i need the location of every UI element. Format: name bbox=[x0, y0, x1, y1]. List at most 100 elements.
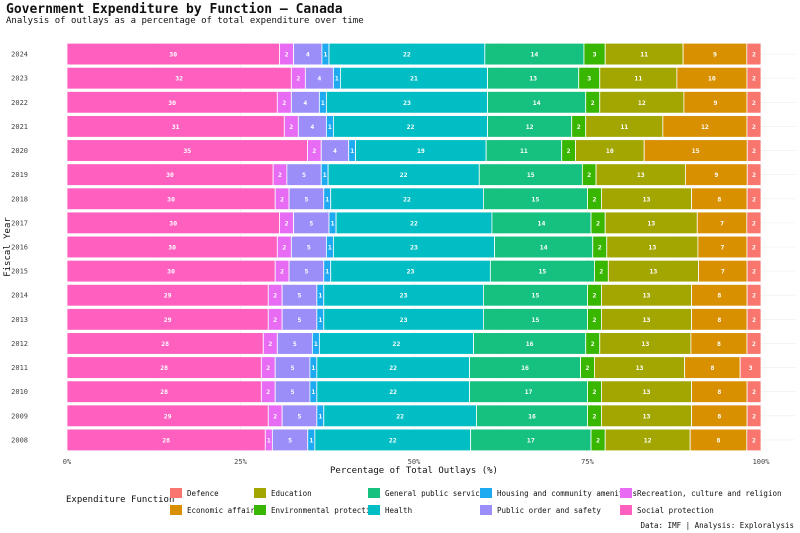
data-label: 1 bbox=[311, 388, 315, 396]
data-label: 4 bbox=[317, 75, 321, 83]
data-label: 14 bbox=[540, 244, 548, 252]
data-label: 16 bbox=[526, 340, 534, 348]
data-label: 12 bbox=[638, 99, 646, 107]
data-label: 30 bbox=[167, 195, 175, 203]
bar-segment bbox=[746, 42, 762, 66]
data-label: 17 bbox=[527, 436, 535, 444]
data-label: 2 bbox=[592, 195, 596, 203]
data-label: 2 bbox=[591, 99, 595, 107]
legend-item: Social protection bbox=[620, 503, 714, 517]
data-label: 2 bbox=[752, 195, 756, 203]
legend-label: Health bbox=[385, 505, 413, 515]
data-label: 2 bbox=[752, 436, 756, 444]
y-tick-label: 2016 bbox=[11, 244, 28, 252]
data-label: 1 bbox=[328, 123, 332, 131]
data-label: 2 bbox=[752, 340, 756, 348]
legend-label: Defence bbox=[187, 488, 219, 498]
y-tick-label: 2021 bbox=[11, 123, 28, 131]
data-label: 30 bbox=[168, 99, 176, 107]
data-label: 2 bbox=[752, 51, 756, 59]
data-label: 10 bbox=[606, 147, 614, 155]
data-label: 8 bbox=[717, 316, 721, 324]
data-label: 13 bbox=[636, 364, 644, 372]
data-label: 21 bbox=[410, 75, 418, 83]
data-label: 1 bbox=[325, 268, 329, 276]
data-label: 14 bbox=[538, 219, 546, 227]
data-label: 2 bbox=[289, 123, 293, 131]
bar-segment bbox=[746, 283, 762, 307]
data-label: 15 bbox=[532, 316, 540, 324]
y-tick-label: 2023 bbox=[11, 75, 28, 83]
legend-label: General public services bbox=[385, 488, 489, 498]
data-label: 5 bbox=[298, 412, 302, 420]
data-label: 8 bbox=[717, 388, 721, 396]
data-label: 5 bbox=[307, 244, 311, 252]
x-tick-label: 50% bbox=[408, 458, 421, 466]
data-label: 13 bbox=[529, 75, 537, 83]
data-label: 29 bbox=[164, 412, 172, 420]
data-label: 2 bbox=[752, 292, 756, 300]
x-tick-label: 0% bbox=[63, 458, 72, 466]
data-label: 15 bbox=[538, 268, 546, 276]
legend-swatch bbox=[368, 505, 380, 515]
data-label: 5 bbox=[309, 219, 313, 227]
data-label: 14 bbox=[530, 51, 538, 59]
y-tick-label: 2011 bbox=[11, 364, 28, 372]
data-label: 2 bbox=[599, 268, 603, 276]
data-label: 23 bbox=[400, 292, 408, 300]
legend-swatch bbox=[170, 505, 182, 515]
data-label: 2 bbox=[752, 388, 756, 396]
data-label: 30 bbox=[168, 244, 176, 252]
data-label: 2 bbox=[596, 219, 600, 227]
data-label: 2 bbox=[592, 292, 596, 300]
data-label: 35 bbox=[183, 147, 191, 155]
y-tick-label: 2017 bbox=[11, 219, 28, 227]
data-label: 13 bbox=[637, 171, 645, 179]
data-label: 2 bbox=[596, 436, 600, 444]
data-label: 2 bbox=[752, 244, 756, 252]
legend-item: Housing and community amenities bbox=[480, 486, 637, 500]
data-label: 1 bbox=[335, 75, 339, 83]
y-axis-title: Fiscal Year bbox=[3, 217, 13, 277]
data-label: 30 bbox=[167, 268, 175, 276]
data-label: 13 bbox=[641, 340, 649, 348]
data-label: 22 bbox=[389, 364, 397, 372]
bar-segment bbox=[746, 211, 762, 235]
data-label: 1 bbox=[318, 292, 322, 300]
data-label: 5 bbox=[291, 364, 295, 372]
data-label: 8 bbox=[717, 436, 721, 444]
data-label: 22 bbox=[396, 412, 404, 420]
data-label: 23 bbox=[403, 99, 411, 107]
data-label: 22 bbox=[403, 195, 411, 203]
data-label: 4 bbox=[333, 147, 337, 155]
data-label: 31 bbox=[172, 123, 180, 131]
data-label: 15 bbox=[527, 171, 535, 179]
data-label: 2 bbox=[752, 99, 756, 107]
data-label: 11 bbox=[620, 123, 628, 131]
data-label: 9 bbox=[713, 99, 717, 107]
data-label: 11 bbox=[640, 51, 648, 59]
data-label: 2 bbox=[266, 364, 270, 372]
data-label: 1 bbox=[318, 316, 322, 324]
x-axis-title: Percentage of Total Outlays (%) bbox=[330, 466, 498, 476]
data-label: 8 bbox=[717, 340, 721, 348]
bar-segment bbox=[739, 356, 762, 379]
data-label: 2 bbox=[752, 412, 756, 420]
bar-segment bbox=[746, 91, 762, 114]
data-label: 4 bbox=[303, 99, 307, 107]
x-tick-label: 25% bbox=[234, 458, 247, 466]
data-label: 7 bbox=[720, 219, 724, 227]
legend-label: Housing and community amenities bbox=[497, 488, 637, 498]
data-label: 15 bbox=[692, 147, 700, 155]
data-label: 1 bbox=[325, 195, 329, 203]
legend-label: Social protection bbox=[637, 505, 714, 515]
data-label: 2 bbox=[591, 340, 595, 348]
data-label: 2 bbox=[752, 171, 756, 179]
data-label: 2 bbox=[567, 147, 571, 155]
data-label: 1 bbox=[311, 364, 315, 372]
y-tick-label: 2009 bbox=[11, 412, 28, 420]
data-label: 23 bbox=[410, 244, 418, 252]
data-label: 4 bbox=[310, 123, 314, 131]
data-label: 2 bbox=[586, 364, 590, 372]
